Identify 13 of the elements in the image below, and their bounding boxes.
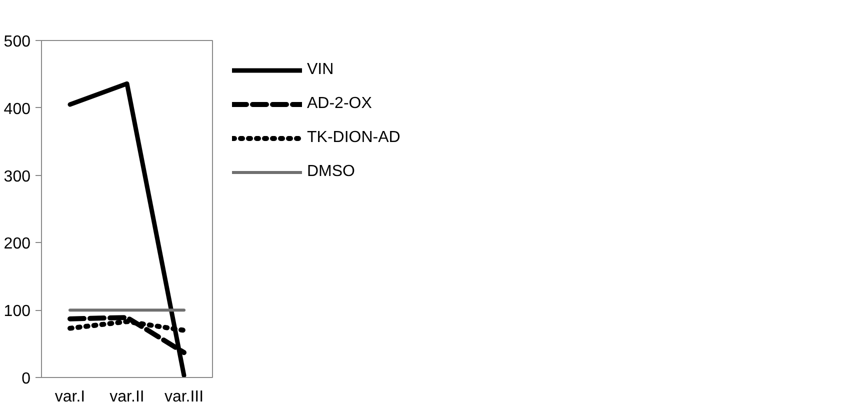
legend-label: VIN bbox=[307, 61, 334, 79]
legend-label: DMSO bbox=[307, 163, 355, 181]
y-tick-label: 0 bbox=[22, 370, 31, 388]
y-tick-label: 300 bbox=[4, 168, 31, 186]
x-tick-label: var.II bbox=[110, 388, 144, 406]
y-tick-label: 400 bbox=[4, 100, 31, 118]
legend-label: AD-2-OX bbox=[307, 95, 372, 113]
x-tick-label: var.III bbox=[164, 388, 204, 406]
y-tick-label: 100 bbox=[4, 303, 31, 320]
y-tick-label: 500 bbox=[4, 34, 31, 50]
y-tick-label: 200 bbox=[4, 236, 31, 253]
x-tick-label: var.I bbox=[54, 388, 86, 406]
legend-label: TK-DION-AD bbox=[307, 129, 400, 147]
